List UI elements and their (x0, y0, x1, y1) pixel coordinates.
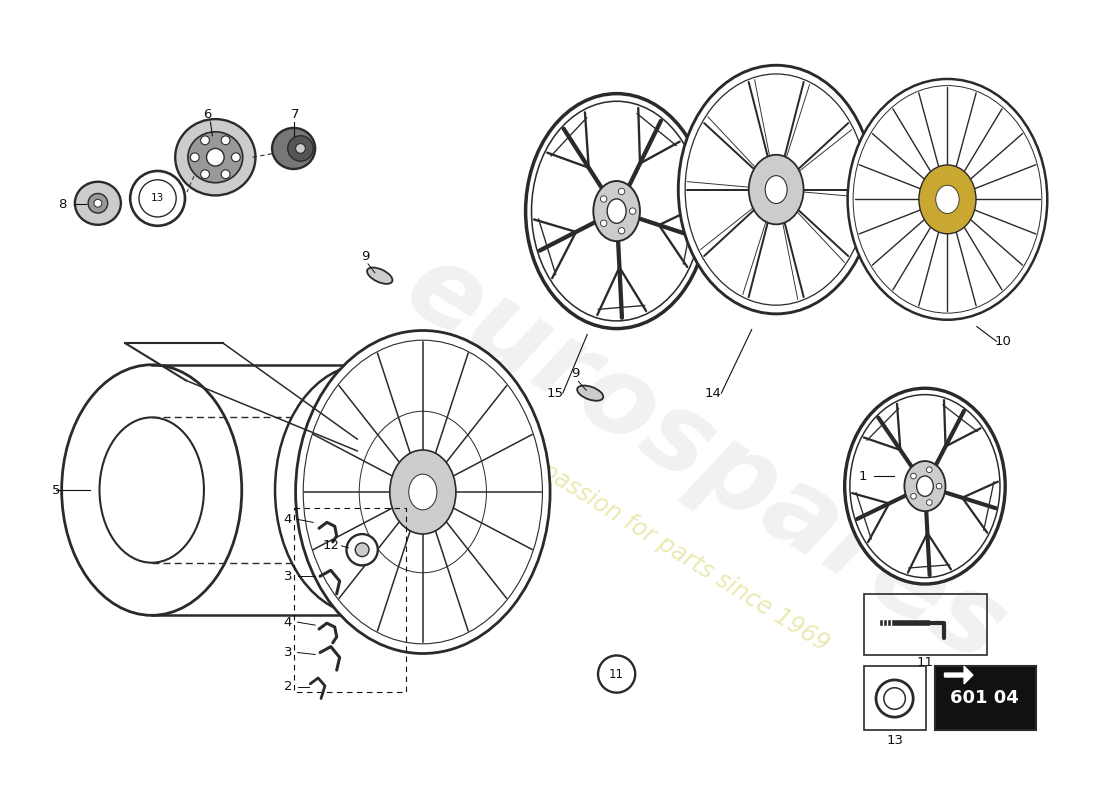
Circle shape (876, 680, 913, 717)
Circle shape (190, 153, 199, 162)
Text: eurospares: eurospares (386, 232, 1023, 686)
Circle shape (926, 467, 932, 473)
Ellipse shape (578, 386, 603, 401)
Circle shape (601, 220, 607, 226)
Bar (865, 666, 926, 730)
Circle shape (200, 170, 209, 178)
Bar (294, 508, 406, 692)
Ellipse shape (918, 165, 976, 234)
Bar (865, 594, 987, 655)
Circle shape (601, 196, 607, 202)
Circle shape (629, 208, 636, 214)
Ellipse shape (99, 418, 204, 562)
Ellipse shape (62, 365, 242, 615)
Circle shape (598, 655, 635, 693)
Text: 4: 4 (284, 513, 292, 526)
Text: 14: 14 (704, 386, 720, 400)
Ellipse shape (272, 128, 316, 169)
Circle shape (911, 494, 916, 499)
Text: 5: 5 (52, 483, 60, 497)
Text: 12: 12 (322, 539, 339, 552)
Text: 13: 13 (151, 194, 164, 203)
Circle shape (618, 188, 625, 194)
Ellipse shape (679, 66, 875, 314)
Circle shape (346, 534, 377, 566)
Text: 11: 11 (609, 667, 624, 681)
Ellipse shape (593, 181, 640, 241)
Ellipse shape (409, 474, 437, 510)
Text: 11: 11 (916, 656, 934, 669)
Circle shape (221, 136, 230, 145)
Text: 3: 3 (284, 646, 292, 659)
Circle shape (355, 543, 368, 557)
Circle shape (618, 227, 625, 234)
Ellipse shape (275, 365, 455, 615)
Ellipse shape (916, 476, 933, 496)
Circle shape (883, 688, 905, 710)
Circle shape (911, 473, 916, 479)
Text: 1: 1 (859, 470, 868, 483)
Circle shape (296, 143, 306, 154)
Circle shape (200, 136, 209, 145)
Text: 7: 7 (292, 108, 300, 121)
Circle shape (288, 136, 313, 161)
Polygon shape (945, 666, 972, 684)
Ellipse shape (526, 94, 707, 329)
Ellipse shape (845, 388, 1005, 584)
Circle shape (94, 199, 102, 207)
Ellipse shape (749, 154, 804, 224)
Ellipse shape (367, 267, 393, 284)
Text: a passion for parts since 1969: a passion for parts since 1969 (518, 447, 833, 657)
Ellipse shape (188, 132, 243, 182)
Text: 2: 2 (284, 680, 292, 694)
Circle shape (130, 171, 185, 226)
Circle shape (88, 194, 108, 213)
Ellipse shape (848, 79, 1047, 320)
Circle shape (231, 153, 240, 162)
Text: 10: 10 (994, 334, 1012, 348)
Circle shape (221, 170, 230, 178)
Text: 9: 9 (571, 367, 580, 380)
Ellipse shape (936, 186, 959, 214)
Ellipse shape (312, 418, 417, 562)
Ellipse shape (607, 199, 626, 223)
Text: 9: 9 (361, 250, 370, 262)
Text: 8: 8 (58, 198, 67, 210)
Text: 15: 15 (547, 386, 563, 400)
FancyBboxPatch shape (935, 666, 1035, 730)
Text: 601 04: 601 04 (950, 689, 1019, 706)
Ellipse shape (389, 450, 455, 534)
Ellipse shape (175, 119, 255, 195)
Ellipse shape (75, 182, 121, 225)
Text: 6: 6 (204, 108, 211, 121)
Circle shape (926, 500, 932, 506)
Circle shape (936, 483, 942, 489)
Circle shape (139, 180, 176, 217)
Text: 4: 4 (284, 616, 292, 629)
Ellipse shape (904, 461, 946, 511)
Ellipse shape (296, 330, 550, 654)
Text: 13: 13 (887, 734, 903, 747)
Circle shape (207, 149, 224, 166)
Ellipse shape (360, 561, 486, 634)
Text: 3: 3 (284, 570, 292, 582)
Ellipse shape (766, 176, 788, 203)
